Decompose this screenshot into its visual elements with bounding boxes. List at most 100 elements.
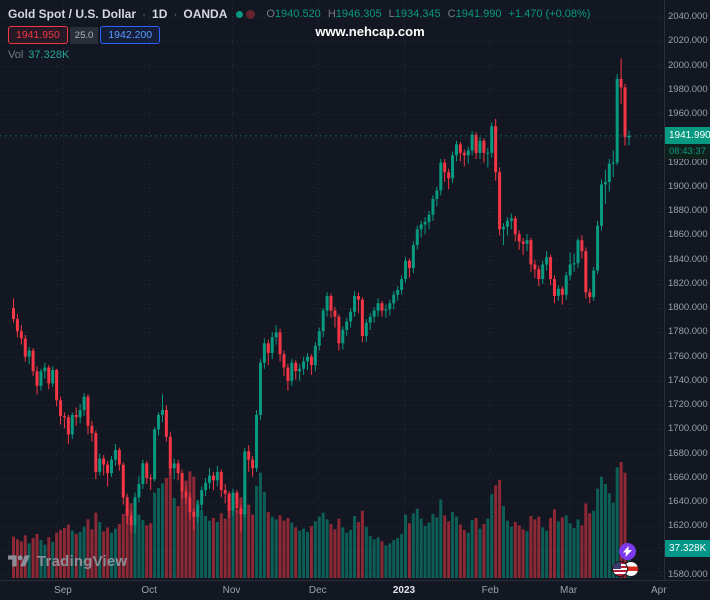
volume-bar	[611, 502, 615, 578]
volume-value: 37.328K	[28, 49, 70, 61]
candle-wick	[487, 148, 489, 168]
volume-bar	[196, 500, 200, 578]
candle-body	[31, 350, 35, 372]
volume-bar	[533, 519, 537, 578]
volume-bar	[552, 509, 556, 578]
volume-bar	[396, 538, 400, 578]
price-tick-label: 1860.000	[668, 229, 708, 241]
candle-body	[439, 162, 443, 191]
quick-trade-button[interactable]	[619, 543, 636, 560]
volume-bar	[317, 516, 321, 578]
candle-body	[266, 343, 270, 354]
volume-bar	[435, 517, 439, 578]
candle-body	[200, 490, 204, 505]
volume-bar	[615, 467, 619, 578]
volume-label: Vol	[8, 49, 24, 61]
candle-body	[55, 369, 59, 401]
candle-body	[537, 269, 541, 280]
candle-body	[274, 332, 278, 338]
volume-bar	[106, 527, 110, 578]
candle-wick	[161, 394, 163, 423]
volume-bar	[141, 520, 145, 578]
candle-body	[196, 504, 200, 517]
price-tick-label: 1960.000	[668, 108, 708, 120]
volume-bar	[407, 523, 411, 578]
forex-pair-flags-icon[interactable]	[612, 561, 639, 577]
candle-body	[325, 296, 329, 311]
candle-body	[607, 163, 611, 182]
candle-body	[360, 299, 364, 337]
price-tick-label: 1980.000	[668, 83, 708, 95]
volume-bar	[247, 504, 251, 578]
volume-bar	[62, 528, 66, 578]
buy-button[interactable]: 1942.200	[100, 26, 161, 44]
volume-bar	[188, 471, 192, 578]
volume-bar	[525, 531, 529, 578]
legend-toggle-dot-icon	[246, 9, 256, 19]
legend-visibility-toggle[interactable]	[236, 9, 256, 19]
watermark-text: www.nehcap.com	[315, 24, 425, 39]
volume-bar	[145, 525, 149, 578]
price-axis[interactable]: 1941.990 08:43:37 37.328K 2040.000 2020.0…	[664, 0, 710, 580]
volume-bar	[384, 545, 388, 578]
volume-bar	[439, 499, 443, 578]
price-tick-label: 1800.000	[668, 302, 708, 314]
volume-bar	[125, 508, 129, 578]
volume-bar	[509, 526, 513, 578]
candle-body	[419, 224, 423, 230]
volume-bar	[392, 540, 396, 578]
candle-body	[39, 371, 43, 386]
volume-bar	[423, 526, 427, 578]
sell-button[interactable]: 1941.950	[8, 26, 68, 44]
price-tick-label: 2020.000	[668, 35, 708, 47]
candle-body	[204, 482, 208, 491]
volume-bar	[521, 529, 525, 578]
candle-body	[356, 296, 360, 300]
timeframe-label[interactable]: 1D	[152, 7, 168, 21]
spread-value[interactable]: 25.0	[69, 26, 99, 44]
price-tick-label: 1680.000	[668, 447, 708, 459]
volume-bar	[121, 514, 125, 578]
price-tick-label: 1840.000	[668, 253, 708, 265]
candle-body	[462, 152, 466, 156]
candle-body	[43, 367, 47, 372]
tradingview-logo[interactable]: TradingView	[8, 553, 127, 570]
volume-bar	[580, 525, 584, 578]
volume-bar	[110, 532, 113, 578]
candle-body	[251, 459, 255, 469]
candle-body	[368, 316, 372, 323]
symbol-title[interactable]: Gold Spot / U.S. Dollar	[8, 7, 137, 21]
volume-bar	[482, 524, 486, 578]
exchange-label[interactable]: OANDA	[183, 7, 228, 21]
candle-wick	[604, 169, 606, 204]
candle-body	[619, 78, 623, 88]
candle-body	[70, 414, 74, 435]
volume-bar	[400, 534, 404, 578]
candle-body	[192, 511, 196, 517]
candle-body	[584, 251, 588, 293]
candle-body	[113, 450, 117, 460]
candle-body	[78, 410, 82, 418]
candle-body	[435, 190, 439, 199]
candle-body	[35, 371, 39, 386]
volume-bar	[341, 527, 345, 578]
volume-bar	[427, 522, 431, 578]
candle-body	[231, 492, 235, 511]
candle-body	[337, 316, 341, 344]
volume-bar	[572, 528, 576, 578]
time-axis[interactable]: Sep Oct Nov Dec 2023 Feb Mar Apr	[0, 580, 710, 600]
candle-body	[498, 172, 502, 230]
price-tick-label: 1820.000	[668, 277, 708, 289]
volume-bar	[180, 490, 184, 578]
volume-bar	[47, 537, 51, 578]
candle-body	[321, 310, 325, 332]
candle-body	[603, 181, 607, 185]
volume-bar	[172, 498, 176, 578]
candle-body	[223, 490, 227, 494]
volume-bar	[137, 514, 141, 578]
candle-body	[505, 220, 509, 227]
candle-body	[235, 492, 239, 509]
candle-body	[415, 229, 419, 246]
volume-bar	[564, 515, 568, 578]
